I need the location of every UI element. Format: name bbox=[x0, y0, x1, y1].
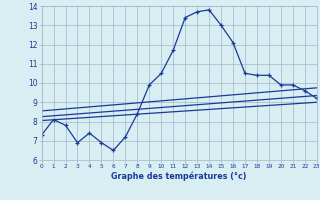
X-axis label: Graphe des températures (°c): Graphe des températures (°c) bbox=[111, 172, 247, 181]
